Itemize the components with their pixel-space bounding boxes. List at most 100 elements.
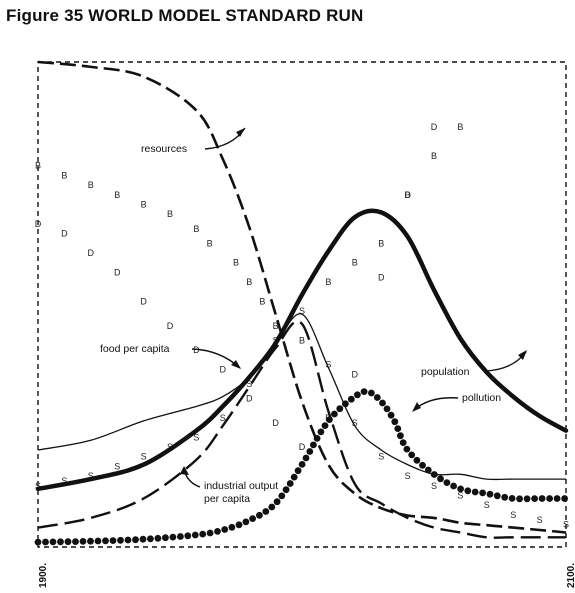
label-resources: resources: [141, 143, 187, 155]
pollution-dot: [87, 537, 94, 545]
series-b-letter: B: [193, 224, 199, 234]
series-s-letter: S: [114, 461, 120, 471]
pollution-dot: [117, 536, 124, 544]
pollution-dot: [199, 530, 207, 538]
pollution-dot: [268, 503, 276, 511]
pollution-dot: [450, 482, 457, 490]
pollution-dot: [326, 416, 333, 423]
pollution-dot: [72, 538, 79, 545]
series-s-letter: S: [299, 306, 305, 316]
pollution-dot: [42, 538, 49, 546]
series-s-letter: S: [484, 500, 490, 510]
series-s-letter: S: [325, 360, 331, 370]
pollution-dot: [310, 441, 317, 449]
series-d-letter: D: [246, 394, 253, 404]
series-d-letter: D: [404, 190, 411, 200]
pollution-dot: [273, 498, 281, 506]
pollution-dot: [191, 531, 199, 539]
series-s-letter: S: [378, 452, 384, 462]
pollution-dot: [379, 399, 386, 407]
series-s-letter: S: [35, 481, 41, 491]
pollution-dot: [531, 495, 538, 502]
series-layer: [34, 60, 569, 546]
series-b-letter: B: [167, 209, 173, 219]
pollution-dot: [256, 511, 263, 519]
pollution-dot: [419, 461, 426, 469]
series-resources-line: [37, 60, 567, 534]
figure-title: Figure 35 WORLD MODEL STANDARD RUN: [6, 6, 364, 25]
series-s-letter: S: [563, 520, 569, 530]
pollution-dot: [479, 489, 486, 497]
pollution-dot: [413, 456, 421, 464]
pollution-dot: [221, 526, 229, 533]
series-b-letter: B: [273, 321, 279, 331]
series-food-line: [37, 313, 566, 481]
pollution-dot: [109, 537, 117, 544]
pollution-dot: [336, 405, 344, 413]
pollution-dot: [242, 518, 250, 526]
series-b-letter: B: [325, 277, 331, 287]
pollution-dot: [94, 537, 102, 545]
pollution-dot: [383, 405, 391, 413]
pollution-dot: [501, 493, 509, 501]
pollution-dot: [437, 475, 444, 483]
pollution-dot: [302, 454, 310, 462]
series-d-letter: D: [167, 321, 174, 331]
series-b-letter: B: [61, 170, 67, 180]
series-b-letter: B: [233, 258, 239, 268]
pollution-dot: [538, 495, 546, 502]
pollution-dot: [184, 532, 192, 540]
pollution-dot: [169, 533, 177, 541]
label-food-per-capita: food per capita: [100, 343, 170, 355]
annotation-pollution: pollution: [412, 392, 501, 412]
pollution-dot: [457, 485, 464, 493]
series-d-letters: DDDDDDDDDDDDDDDD: [35, 122, 438, 452]
pollution-dot: [64, 538, 72, 546]
pollution-dot: [57, 538, 64, 546]
series-s-letter: S: [352, 418, 358, 428]
series-s-letter: S: [220, 413, 226, 423]
pollution-dot: [154, 534, 162, 542]
series-s-letter: S: [193, 432, 199, 442]
pollution-dot: [102, 537, 109, 545]
x-tick-2100: 2100.: [566, 563, 575, 588]
series-b-letter: B: [35, 161, 41, 171]
pollution-dot: [235, 521, 243, 529]
pollution-dot: [331, 410, 338, 418]
pollution-dot: [249, 515, 256, 522]
pollution-dot: [408, 451, 416, 459]
pollution-dot: [49, 538, 57, 546]
series-s-letter: S: [61, 476, 67, 486]
series-b-letter: B: [457, 122, 463, 132]
pollution-dot: [387, 411, 395, 419]
label-population: population: [421, 366, 470, 378]
pollution-dot: [228, 523, 236, 531]
series-industrial-output-per-capita: [37, 320, 566, 539]
pollution-dot: [403, 445, 411, 453]
pollution-dot: [262, 508, 270, 515]
series-b-letter: B: [246, 277, 252, 287]
annotation-industrial: industrial output per capita: [180, 466, 278, 505]
pollution-dot: [553, 495, 561, 502]
pollution-dot: [391, 418, 399, 426]
series-s-letter: S: [537, 515, 543, 525]
pollution-dot: [397, 432, 404, 440]
pollution-dot: [347, 395, 355, 403]
pollution-dot: [214, 528, 221, 535]
pollution-dot: [464, 487, 472, 495]
series-d-letter: D: [220, 364, 227, 374]
pollution-dot: [523, 495, 531, 503]
series-s-letter: S: [141, 452, 147, 462]
pollution-dot: [360, 388, 368, 395]
series-d-letter: D: [272, 418, 279, 428]
pollution-dot: [282, 486, 290, 494]
label-industrial-output: industrial output: [204, 480, 278, 492]
pollution-dot: [206, 529, 214, 537]
series-food-per-capita: [37, 313, 566, 481]
series-s-letter: S: [246, 379, 252, 389]
series-s-letter: S: [510, 510, 516, 520]
pollution-dot: [139, 535, 147, 543]
pollution-dot: [313, 435, 321, 442]
series-pollution: [34, 388, 568, 546]
